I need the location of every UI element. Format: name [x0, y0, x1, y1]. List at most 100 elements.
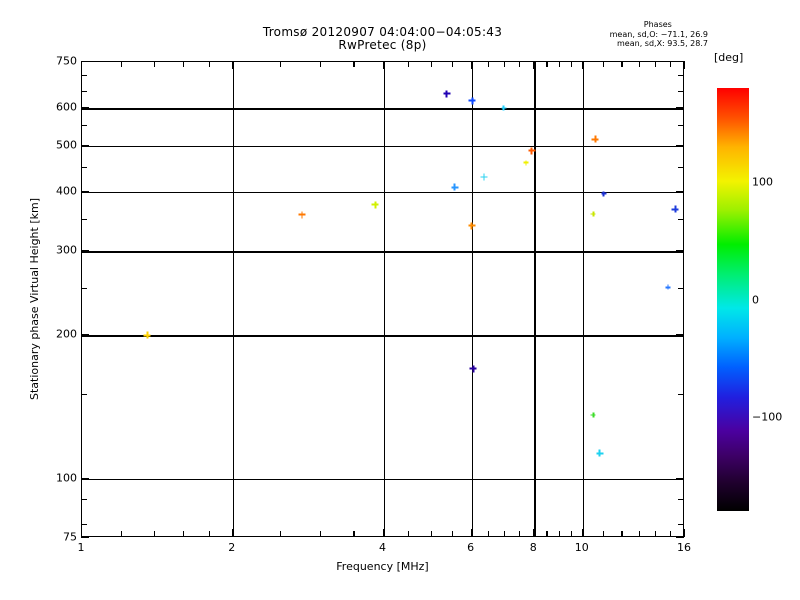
axis-tick — [208, 61, 211, 67]
axis-tick — [451, 531, 453, 537]
stats-x-mode: mean, sd,X: 93.5, 28.7 — [617, 39, 708, 48]
x-tick-label: 6 — [467, 541, 475, 554]
axis-tick — [678, 288, 684, 290]
axis-tick — [81, 107, 89, 109]
y-tick-label: 75 — [63, 530, 77, 544]
axis-tick — [570, 531, 572, 537]
axis-tick — [676, 334, 684, 336]
axis-tick — [684, 529, 686, 537]
axis-tick — [353, 61, 355, 67]
title-line-secondary: RwPretec (8p) — [338, 38, 427, 52]
axis-tick — [546, 61, 548, 67]
axis-tick — [81, 477, 89, 479]
data-point — [371, 201, 379, 209]
axis-tick — [81, 288, 87, 290]
axis-tick — [231, 529, 233, 537]
axis-tick — [621, 61, 623, 67]
axis-tick — [353, 531, 355, 537]
axis-tick — [519, 61, 521, 67]
axis-tick — [558, 61, 561, 67]
gridline-vertical — [534, 62, 536, 536]
axis-tick — [81, 523, 87, 525]
x-tick-label: 1 — [77, 541, 85, 554]
axis-tick — [676, 477, 684, 479]
data-point — [596, 449, 604, 457]
x-tick-label: 10 — [574, 541, 589, 554]
axis-tick — [280, 531, 282, 537]
axis-tick — [81, 250, 89, 252]
axis-tick — [676, 250, 684, 252]
axis-tick — [504, 61, 506, 67]
gridline-vertical — [582, 62, 585, 536]
axis-tick — [81, 90, 87, 92]
axis-tick — [519, 531, 521, 537]
axis-tick — [120, 531, 122, 537]
axis-tick — [678, 166, 684, 168]
axis-tick — [183, 61, 185, 67]
axis-tick — [154, 61, 156, 67]
axis-tick — [382, 61, 384, 69]
axis-tick — [570, 61, 572, 67]
colorbar-tick-label: −100 — [752, 410, 783, 424]
axis-tick — [470, 529, 472, 537]
axis-tick — [581, 529, 583, 537]
axis-tick — [638, 531, 641, 537]
axis-tick — [621, 531, 623, 537]
axis-tick — [81, 61, 83, 69]
axis-tick — [408, 531, 410, 537]
data-point — [451, 183, 459, 191]
axis-tick — [546, 531, 548, 537]
gridline-horizontal — [82, 335, 683, 337]
axis-tick — [81, 190, 89, 193]
y-tick-label: 100 — [56, 471, 77, 485]
axis-tick — [678, 75, 684, 77]
axis-tick — [558, 531, 561, 537]
data-point — [665, 284, 671, 290]
title-line-primary: Tromsø 20120907 04:04:00−04:05:43 — [262, 25, 503, 39]
axis-tick — [451, 61, 453, 67]
axis-tick — [676, 537, 684, 539]
axis-tick — [533, 61, 535, 69]
y-tick-label: 200 — [56, 327, 77, 341]
axis-tick — [81, 393, 87, 395]
y-tick-label: 600 — [56, 100, 77, 114]
axis-tick — [231, 61, 233, 69]
x-tick-label: 8 — [529, 541, 537, 554]
axis-tick — [81, 144, 89, 146]
axis-tick — [431, 531, 433, 537]
data-point — [671, 205, 679, 213]
gridline-vertical — [383, 62, 385, 536]
axis-tick — [183, 531, 185, 537]
axis-tick — [504, 531, 506, 537]
axis-tick — [81, 537, 89, 539]
axis-tick — [319, 531, 322, 537]
axis-tick — [654, 531, 657, 537]
axis-tick — [81, 61, 89, 63]
axis-tick — [654, 61, 657, 67]
data-point — [590, 412, 596, 418]
phase-statistics-annotation: Phases mean, sd,O: −71.1, 26.9 mean, sd,… — [610, 20, 708, 49]
axis-tick — [602, 531, 604, 537]
stats-header: Phases — [643, 20, 672, 29]
data-point — [298, 211, 306, 219]
data-point — [523, 160, 529, 166]
axis-tick — [684, 61, 686, 69]
plot-area — [81, 61, 684, 537]
axis-tick — [678, 218, 684, 220]
axis-tick — [81, 218, 87, 220]
gridline-vertical — [232, 62, 235, 536]
gridline-horizontal — [82, 478, 683, 480]
axis-tick — [382, 529, 384, 537]
x-tick-label: 16 — [677, 541, 691, 554]
data-point — [591, 135, 599, 143]
axis-tick — [319, 61, 322, 67]
y-tick-label: 500 — [56, 138, 77, 152]
axis-tick — [602, 61, 604, 67]
colorbar-tick-label: 0 — [752, 293, 759, 306]
axis-tick — [676, 144, 684, 146]
axis-tick — [280, 61, 282, 67]
axis-tick — [488, 531, 490, 537]
axis-tick — [676, 107, 684, 109]
axis-tick — [408, 61, 410, 67]
data-point — [590, 211, 596, 217]
